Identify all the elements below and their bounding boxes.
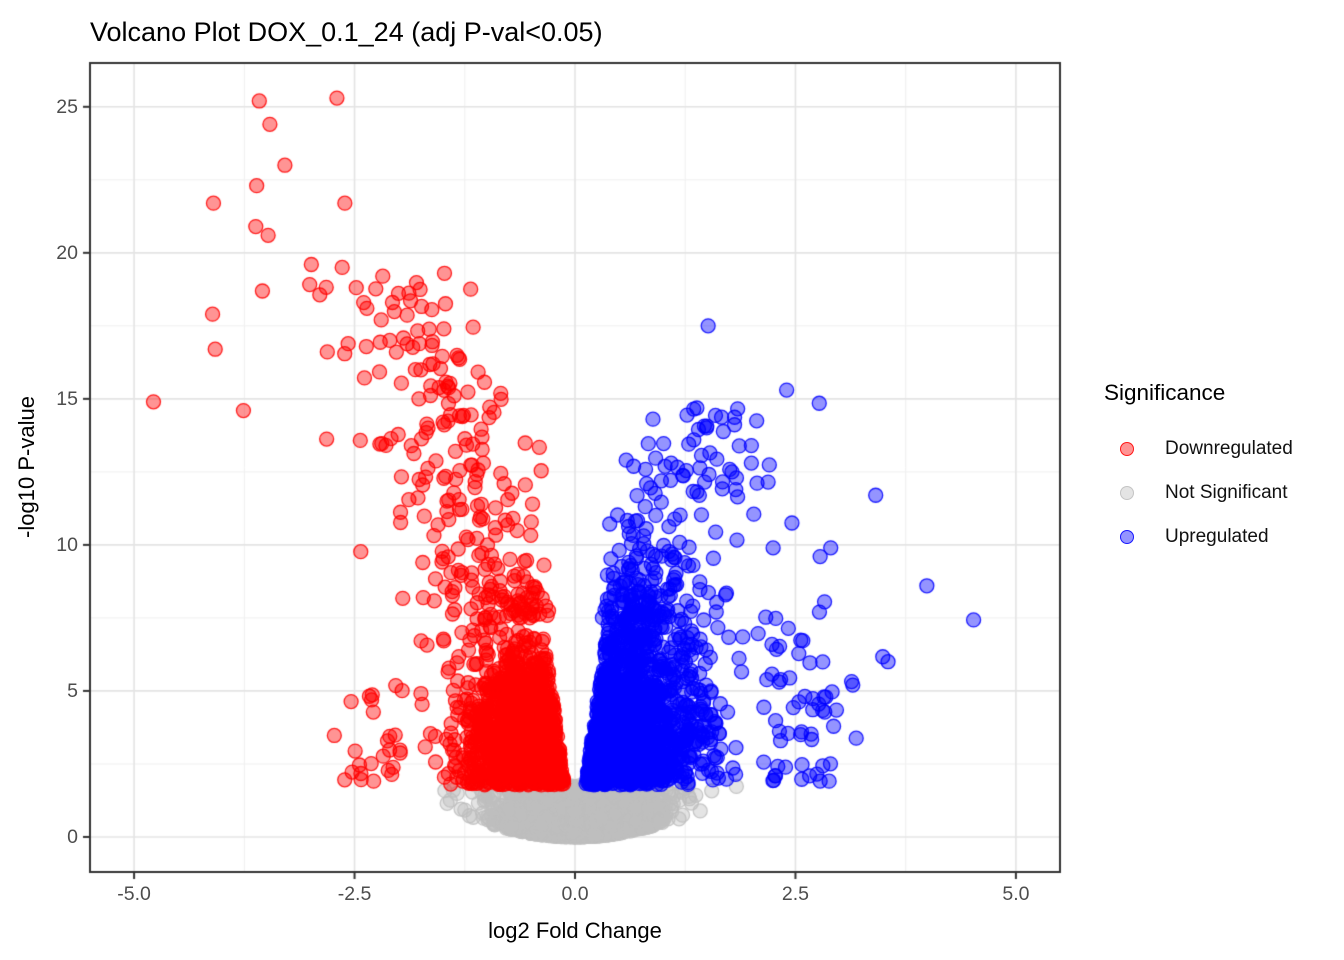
legend-item-downregulated: Downregulated <box>1104 427 1293 471</box>
legend-item-upregulated: Upregulated <box>1104 515 1293 559</box>
legend-label-upregulated: Upregulated <box>1165 526 1269 547</box>
y-tick-label: 15 <box>56 387 78 410</box>
x-axis-title: log2 Fold Change <box>488 918 662 943</box>
x-tick-label: -5.0 <box>117 883 151 905</box>
y-tick-label: 25 <box>56 95 78 118</box>
legend-label-not-significant: Not Significant <box>1165 482 1288 503</box>
x-tick-label: 5.0 <box>1002 883 1030 905</box>
x-tick-label: 0.0 <box>561 883 589 905</box>
legend-key-downregulated-icon <box>1120 442 1134 456</box>
y-tick-label: 5 <box>67 679 78 702</box>
x-tick-label: -2.5 <box>337 883 372 905</box>
y-axis-title: -log10 P-value <box>14 396 39 538</box>
y-tick-label: 10 <box>56 533 78 556</box>
legend-item-not-significant: Not Significant <box>1104 471 1293 515</box>
legend-title: Significance <box>1104 380 1226 405</box>
y-tick-label: 20 <box>56 241 78 264</box>
legend: Significance Downregulated Not Significa… <box>1104 380 1293 559</box>
chart-title: Volcano Plot DOX_0.1_24 (adj P-val<0.05) <box>90 17 603 47</box>
y-tick-label: 0 <box>67 825 78 848</box>
legend-key-not-significant-icon <box>1120 486 1134 500</box>
legend-key-upregulated-icon <box>1120 530 1134 544</box>
legend-label-downregulated: Downregulated <box>1165 438 1293 459</box>
x-tick-label: 2.5 <box>781 883 809 905</box>
